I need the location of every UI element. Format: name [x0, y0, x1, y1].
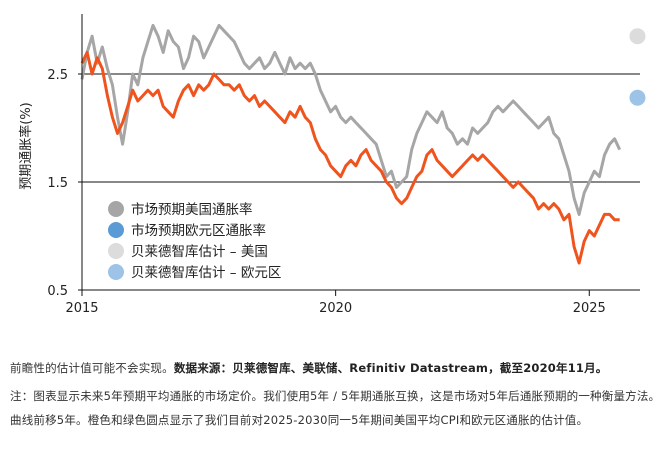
- y-tick-label: 1.5: [47, 176, 68, 191]
- legend-marker-3: [108, 264, 124, 280]
- y-axis-label: 预期通胀率(%): [18, 102, 34, 190]
- legend-marker-0: [108, 201, 124, 217]
- legend-marker-2: [108, 243, 124, 259]
- legend-label-1: 市场预期欧元区通胀率: [131, 222, 266, 239]
- inflation-chart: 0.5 1.5 2.5 2015 2020 2025 市场预期美国通胀率市场预期欧元区通胀…: [18, 14, 646, 316]
- disclaimer-text: 前瞻性的估计值可能不会实现。: [10, 361, 174, 375]
- y-tick-label: 2.5: [47, 68, 68, 83]
- source-note: 前瞻性的估计值可能不会实现。数据来源：贝莱德智库、美联储、Refinitiv D…: [10, 356, 664, 380]
- gridlines: [82, 73, 640, 291]
- x-tick-label: 2020: [319, 301, 352, 316]
- legend-label-0: 市场预期美国通胀率: [131, 201, 253, 218]
- estimate-dot-0: [629, 28, 646, 45]
- y-tick-label: 0.5: [47, 284, 68, 299]
- estimate-dot-1: [629, 89, 646, 106]
- series-lines: [80, 23, 622, 265]
- series-line-0: [80, 23, 622, 216]
- legend-label-3: 贝莱德智库估计 – 欧元区: [131, 265, 281, 281]
- axes: 0.5 1.5 2.5 2015 2020 2025: [47, 14, 606, 316]
- x-tick-label: 2025: [573, 301, 606, 316]
- footnote: 注：图表显示未来5年预期平均通胀的市场定价。我们使用5年 / 5年期通胀互换，这…: [10, 389, 661, 427]
- x-tick-label: 2015: [65, 301, 98, 316]
- legend-marker-1: [108, 222, 124, 238]
- legend-label-2: 贝莱德智库估计 – 美国: [131, 244, 268, 260]
- estimate-dots: [629, 28, 646, 106]
- source-text: 数据来源：贝莱德智库、美联储、Refinitiv Datastream，截至20…: [173, 361, 608, 375]
- series-line-1: [80, 50, 620, 265]
